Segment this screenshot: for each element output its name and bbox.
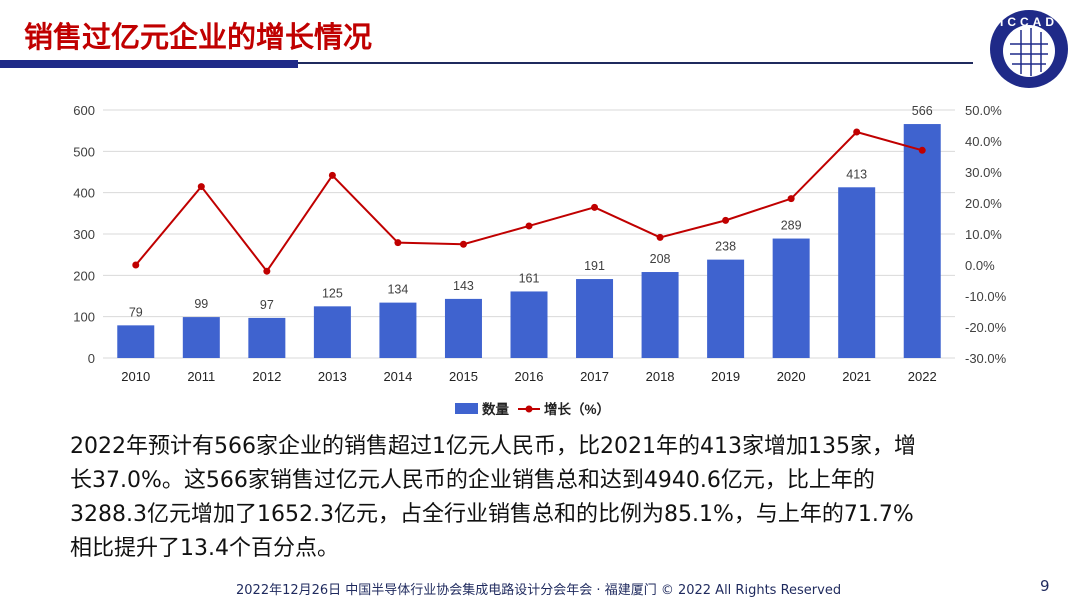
growth-point — [591, 203, 599, 211]
bar — [182, 317, 220, 358]
growth-point — [787, 195, 795, 203]
legend-swatch-bar — [455, 403, 478, 414]
right-tick-label: 50.0% — [965, 103, 1002, 118]
x-tick-label: 2010 — [121, 369, 150, 384]
bar — [444, 298, 482, 358]
growth-point — [853, 128, 861, 136]
bar-value-label: 208 — [650, 252, 671, 266]
right-tick-label: 10.0% — [965, 227, 1002, 242]
body-line: 2022年预计有566家企业的销售超过1亿元人民币，比2021年的413家增加1… — [70, 434, 916, 459]
x-tick-label: 2016 — [515, 369, 544, 384]
x-tick-label: 2011 — [187, 369, 215, 384]
right-tick-label: -30.0% — [965, 351, 1007, 366]
left-tick-label: 600 — [73, 103, 95, 118]
left-tick-label: 400 — [73, 186, 95, 201]
page-number: 9 — [1040, 577, 1050, 595]
bar — [117, 325, 155, 358]
footer-text: 2022年12月26日 中国半导体行业协会集成电路设计分会年会 · 福建厦门 ©… — [236, 583, 842, 598]
bar — [838, 187, 876, 358]
bar-value-label: 566 — [912, 104, 933, 118]
left-tick-label: 500 — [73, 144, 95, 159]
body-line: 3288.3亿元增加了1652.3亿元，占全行业销售总和的比例为85.1%，与上… — [70, 502, 914, 527]
growth-point — [459, 240, 467, 248]
x-tick-label: 2015 — [449, 369, 478, 384]
bar-value-label: 134 — [387, 283, 408, 297]
left-tick-label: 200 — [73, 268, 95, 283]
body-line: 相比提升了13.4个百分点。 — [70, 536, 339, 561]
growth-point — [918, 146, 926, 154]
bar-value-label: 99 — [194, 297, 208, 311]
bar — [903, 124, 941, 358]
right-tick-label: 0.0% — [965, 258, 995, 273]
growth-point — [328, 171, 336, 179]
bar-value-label: 289 — [781, 219, 802, 233]
bar-value-label: 238 — [715, 240, 736, 254]
growth-point — [656, 233, 664, 241]
title-underline-thin — [298, 62, 973, 64]
growth-point — [722, 216, 730, 224]
bar — [641, 272, 679, 358]
right-tick-label: -10.0% — [965, 289, 1007, 304]
bar — [510, 291, 548, 358]
body-paragraph: 2022年预计有566家企业的销售超过1亿元人民币，比2021年的413家增加1… — [70, 430, 1050, 566]
bar — [248, 317, 286, 358]
growth-point — [263, 267, 271, 275]
title-underline-thick — [0, 60, 298, 68]
right-tick-label: -20.0% — [965, 320, 1007, 335]
x-tick-label: 2017 — [580, 369, 609, 384]
bar — [576, 279, 614, 358]
svg-text:ICCAD: ICCAD — [1000, 15, 1058, 29]
left-tick-label: 100 — [73, 310, 95, 325]
right-tick-label: 40.0% — [965, 134, 1002, 149]
growth-point — [394, 239, 402, 247]
legend-swatch-marker — [525, 405, 533, 413]
bar-value-label: 125 — [322, 286, 343, 300]
bar — [313, 306, 351, 358]
bar-value-label: 191 — [584, 259, 605, 273]
legend-label-growth: 增长（%） — [544, 401, 610, 417]
bar-value-label: 413 — [846, 167, 867, 181]
growth-point — [197, 183, 205, 191]
right-tick-label: 30.0% — [965, 165, 1002, 180]
left-tick-label: 0 — [88, 351, 95, 366]
bar — [707, 259, 745, 358]
bar-value-label: 79 — [129, 305, 143, 319]
growth-point — [132, 261, 140, 269]
x-tick-label: 2018 — [646, 369, 675, 384]
left-tick-label: 300 — [73, 227, 95, 242]
slide-title: 销售过亿元企业的增长情况 — [24, 20, 373, 54]
bar-value-label: 97 — [260, 298, 274, 312]
bar-value-label: 161 — [519, 271, 540, 285]
bar-value-label: 143 — [453, 279, 474, 293]
right-tick-label: 20.0% — [965, 196, 1002, 211]
bar — [772, 238, 810, 358]
x-tick-label: 2019 — [711, 369, 740, 384]
iccad-logo: ICCAD — [990, 10, 1068, 88]
chart: 0 100 200 300 400 500 600 -30.0% -20.0% -10.0% 0.0… — [73, 103, 1007, 417]
x-tick-label: 2020 — [777, 369, 806, 384]
body-line: 长37.0%。这566家销售过亿元人民币的企业销售总和达到4940.6亿元，比上… — [70, 468, 875, 493]
x-tick-label: 2021 — [842, 369, 871, 384]
x-tick-label: 2014 — [383, 369, 412, 384]
bar — [379, 302, 417, 358]
x-tick-label: 2012 — [252, 369, 281, 384]
x-tick-label: 2013 — [318, 369, 347, 384]
x-tick-label: 2022 — [908, 369, 937, 384]
legend-label-count: 数量 — [482, 401, 509, 417]
growth-point — [525, 222, 533, 230]
